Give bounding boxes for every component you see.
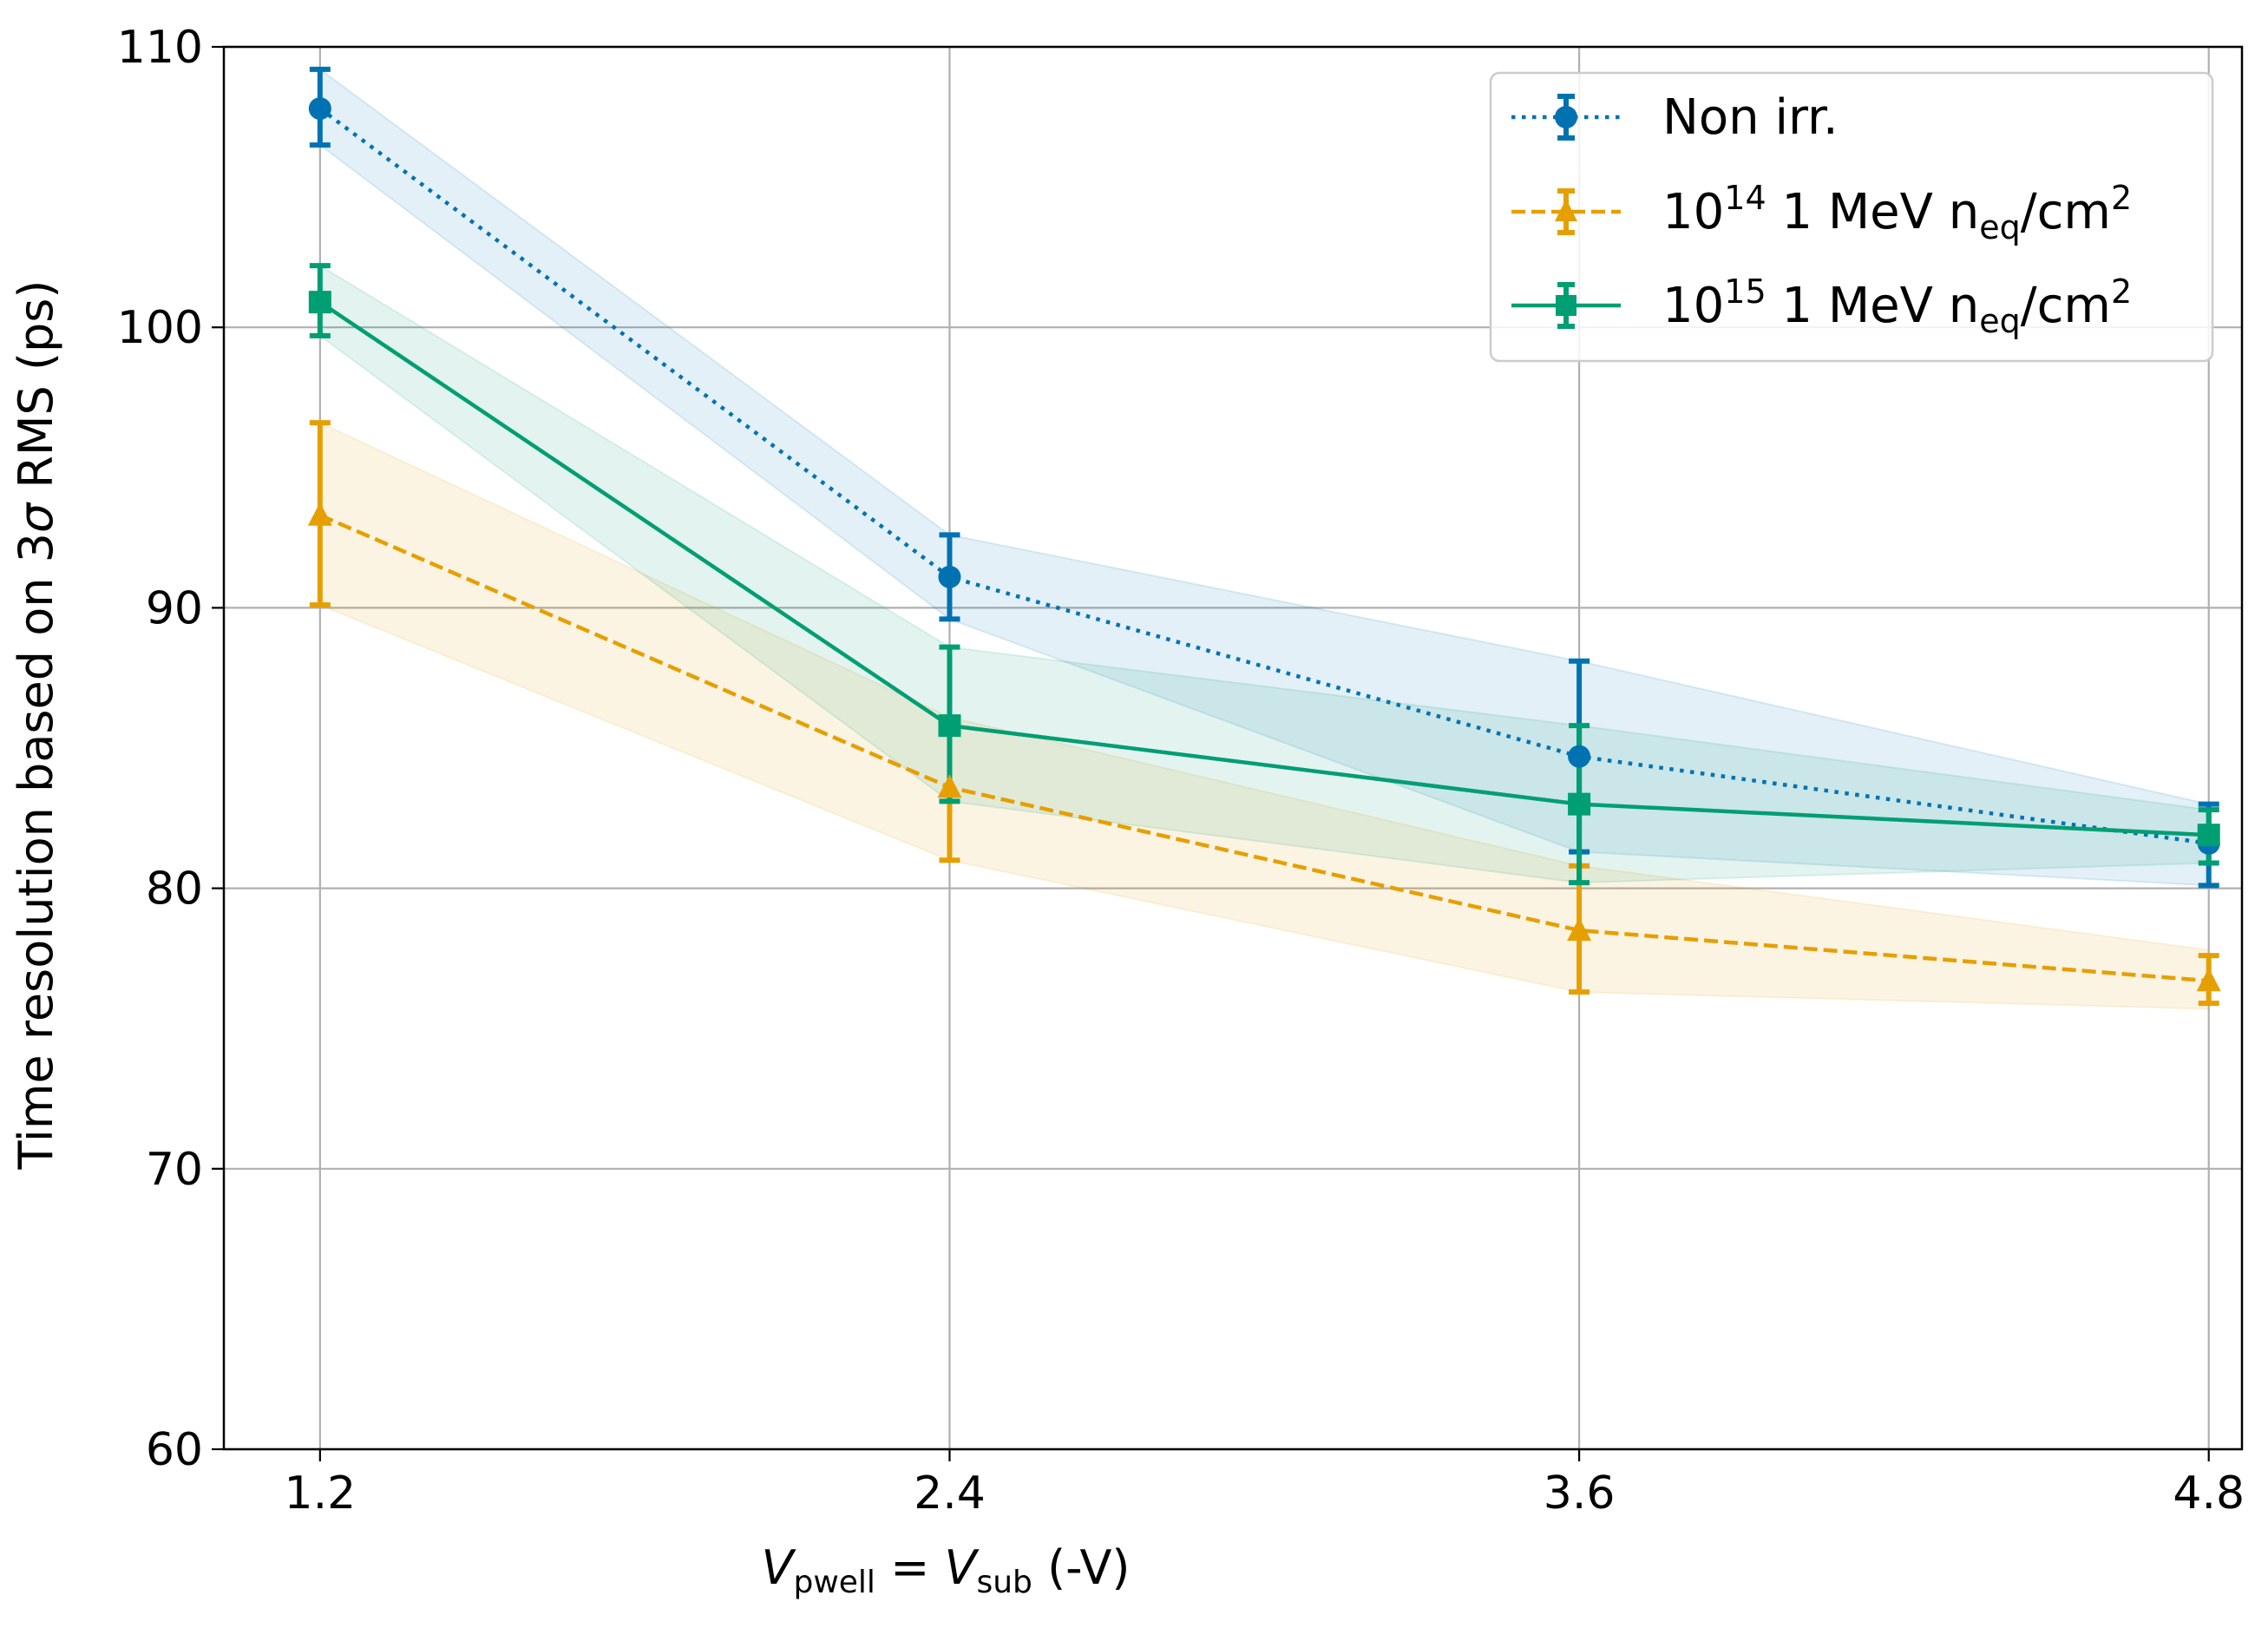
marker-non-irr: [308, 97, 331, 121]
x-axis-title: Vpwell = Vsub (-V): [762, 1540, 1131, 1600]
x-tick-label: 2.4: [914, 1467, 986, 1520]
marker-1e14: [2196, 968, 2221, 992]
marker-1e15: [308, 291, 331, 314]
y-axis-title: Time resolution based on 3σ RMS (ps): [9, 279, 63, 1170]
marker-1e14: [1567, 917, 1592, 942]
legend-entry-non-irr: Non irr.: [1511, 89, 1839, 146]
band-1e14: [318, 421, 2210, 1010]
x-tick-label: 3.6: [1544, 1467, 1616, 1520]
y-tick-label: 80: [146, 863, 203, 916]
data-markers: [307, 97, 2221, 992]
y-tick-label: 90: [146, 582, 203, 634]
line-1e15: [318, 300, 2209, 837]
legend-entry-1e14: 1014 1 MeV neq/cm2: [1511, 179, 2132, 246]
x-tick-label: 1.2: [284, 1467, 356, 1520]
legend-marker-non-irr: [1555, 106, 1577, 128]
y-tick-label: 110: [117, 22, 203, 74]
y-tick-label: 60: [146, 1424, 203, 1476]
axis-ticks: 1.2 2.4 3.6 4.8 60 70 80 90 100 110: [117, 22, 2245, 1520]
legend: Non irr. 1014 1 MeV neq/cm2 1015 1 MeV n…: [1489, 71, 2214, 363]
series-lines: [318, 107, 2210, 983]
legend-marker-1e14: [1555, 199, 1577, 221]
legend-marker-1e15: [1556, 295, 1576, 316]
line-1e14: [318, 513, 2209, 983]
x-tick-label: 4.8: [2173, 1467, 2245, 1520]
y-tick-label: 70: [146, 1144, 203, 1196]
legend-box: [1489, 71, 2214, 363]
y-tick-label: 100: [117, 302, 203, 354]
marker-non-irr: [938, 565, 961, 588]
legend-label-1e14: 1014 1 MeV neq/cm2: [1662, 179, 2132, 246]
legend-label-non-irr: Non irr.: [1662, 89, 1839, 146]
plot-frame: [222, 45, 2244, 1451]
uncertainty-bands: [318, 67, 2210, 1010]
legend-label-1e15: 1015 1 MeV neq/cm2: [1662, 272, 2132, 340]
marker-1e15: [1568, 792, 1591, 816]
marker-1e14: [307, 502, 332, 526]
marker-1e15: [2197, 824, 2220, 847]
legend-entry-1e15: 1015 1 MeV neq/cm2: [1511, 272, 2132, 340]
marker-non-irr: [1568, 745, 1591, 768]
marker-1e15: [938, 714, 961, 738]
marker-1e14: [937, 774, 962, 798]
